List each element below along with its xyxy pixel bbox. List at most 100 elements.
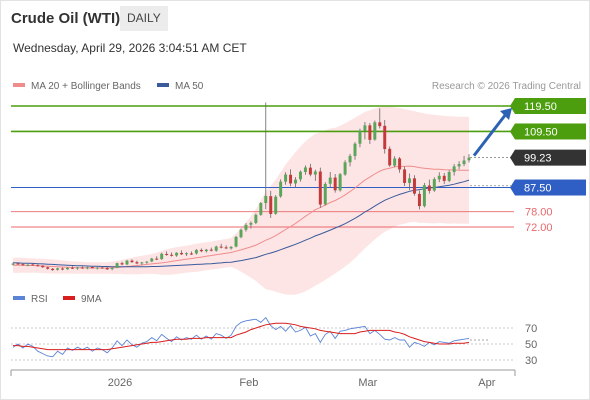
candle-body — [66, 267, 70, 270]
level-label-87-50: 87.50 — [524, 183, 552, 195]
candle-body — [95, 267, 99, 269]
legend-ma20: MA 20 + Bollinger Bands — [13, 81, 141, 92]
forecast-arrow-head — [500, 108, 512, 120]
candle-body — [184, 253, 188, 255]
candle-body — [412, 178, 416, 194]
credit-label: Research © 2026 Trading Central — [431, 81, 581, 92]
legend-ma50-label: MA 50 — [175, 81, 204, 92]
ma20-line — [13, 165, 469, 269]
rsi-ma-line — [13, 322, 470, 351]
candle-body — [308, 167, 312, 175]
candle — [343, 160, 347, 176]
candle-body — [194, 249, 198, 254]
candle-body — [80, 267, 84, 269]
candle-body — [175, 252, 179, 256]
candle — [150, 257, 154, 263]
candle — [269, 190, 273, 218]
candle — [140, 261, 144, 266]
candle — [11, 262, 15, 266]
candle — [353, 142, 357, 160]
level-label-99-23: 99.23 — [524, 153, 552, 165]
candle-body — [427, 185, 431, 191]
candle-body — [333, 177, 337, 191]
x-tick-label-feb: Feb — [239, 377, 258, 389]
candle — [145, 261, 149, 264]
candle — [100, 266, 104, 269]
candle — [41, 265, 45, 268]
candle — [462, 155, 466, 167]
legend-ma50: MA 50 — [157, 81, 203, 92]
candle-body — [388, 148, 392, 166]
candle-body — [378, 122, 382, 127]
candle — [234, 235, 238, 248]
candle — [194, 249, 198, 255]
candle-body — [26, 264, 30, 266]
candle-body — [75, 267, 79, 269]
candle — [328, 171, 332, 188]
candle — [36, 264, 40, 267]
candle-body — [403, 169, 407, 183]
candle — [204, 248, 208, 253]
candle — [274, 195, 278, 215]
timeframe-badge[interactable]: DAILY — [120, 6, 168, 31]
candle-body — [46, 267, 50, 269]
candle — [130, 259, 134, 263]
candle-body — [353, 143, 357, 156]
datetime-label: Wednesday, April 29, 2026 3:04:51 AM CET — [13, 41, 247, 55]
x-tick-label-mar: Mar — [358, 377, 377, 389]
candle-body — [214, 246, 218, 251]
candle-body — [442, 175, 446, 181]
candle-body — [155, 258, 159, 260]
candle — [51, 268, 55, 271]
candle-body — [348, 155, 352, 163]
candle-body — [56, 268, 60, 270]
candle — [422, 182, 426, 208]
candle — [323, 182, 327, 206]
candle-body — [437, 175, 441, 180]
candle-body — [289, 174, 293, 184]
candle — [303, 165, 307, 175]
candle-body — [467, 157, 471, 161]
candle — [393, 156, 397, 168]
candle — [125, 259, 129, 266]
legend-ma20-label: MA 20 + Bollinger Bands — [31, 81, 141, 92]
candle-body — [408, 178, 412, 183]
candle — [249, 221, 253, 229]
candle-body — [110, 268, 114, 270]
candle — [66, 267, 70, 270]
rsi-panel: 70 50 30 — [11, 316, 537, 367]
candle — [70, 266, 74, 270]
candle-body — [61, 268, 65, 270]
candle-body — [170, 254, 174, 256]
candle — [289, 169, 293, 187]
candle-body — [358, 130, 362, 144]
candle-body — [234, 236, 238, 247]
candle — [313, 169, 317, 181]
candle — [175, 252, 179, 257]
candle — [219, 243, 223, 249]
candle-body — [318, 171, 322, 205]
legend-rsi-label: RSI — [31, 294, 48, 305]
candle-body — [21, 264, 25, 266]
candle — [373, 120, 377, 141]
candle — [170, 252, 174, 257]
candle-body — [90, 266, 94, 269]
candle-body — [239, 229, 243, 238]
candle — [85, 266, 89, 270]
candle — [214, 245, 218, 252]
level-tag-pointer — [510, 98, 515, 114]
candle — [110, 267, 114, 271]
level-label-72-00: 72.00 — [525, 222, 553, 234]
candle — [244, 223, 248, 232]
candle-body — [457, 164, 461, 167]
candle-body — [85, 267, 89, 269]
candle — [46, 266, 50, 270]
price-panel: 119.50 109.50 99.23 87.50 78.00 72.00 — [11, 98, 586, 295]
candle-body — [294, 179, 298, 184]
candle — [184, 252, 188, 257]
candle-body — [264, 195, 268, 204]
candle — [467, 154, 471, 163]
candle — [348, 153, 352, 167]
candle — [308, 163, 312, 177]
candle-body — [51, 268, 55, 271]
